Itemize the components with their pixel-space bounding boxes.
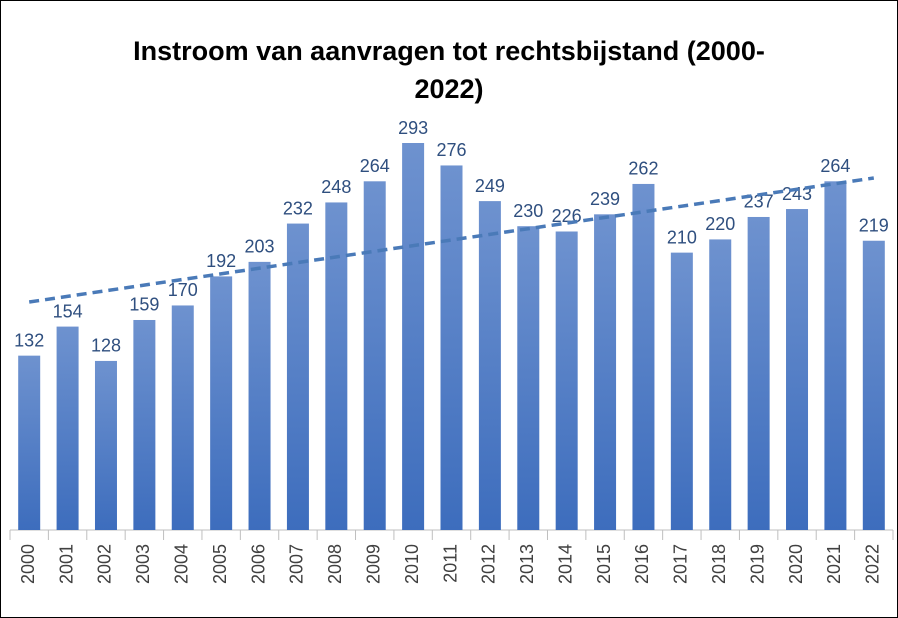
value-label: 128 [91, 336, 121, 356]
x-tick-label: 2006 [248, 544, 268, 584]
x-tick-label: 2011 [440, 544, 460, 583]
bar [632, 183, 655, 531]
bar [171, 305, 194, 530]
value-label: 248 [321, 177, 351, 197]
x-tick-label: 2010 [402, 544, 422, 584]
x-tick-label: 2002 [95, 544, 115, 584]
x-tick-label: 2022 [863, 544, 883, 584]
value-label: 276 [436, 140, 466, 160]
x-tick-label: 2021 [824, 544, 844, 584]
bar [402, 143, 425, 530]
bar [133, 319, 156, 530]
x-tick-label: 2007 [287, 544, 307, 584]
x-tick-label: 2018 [709, 544, 729, 584]
bar [94, 360, 117, 530]
value-label: 203 [245, 237, 275, 257]
value-label: 232 [283, 198, 313, 218]
x-tick-label: 2001 [56, 544, 76, 584]
value-label: 293 [398, 118, 428, 138]
x-tick-label: 2016 [632, 544, 652, 584]
bar [747, 216, 770, 530]
bar [363, 181, 386, 530]
value-label: 192 [206, 251, 236, 271]
x-tick-label: 2013 [517, 544, 537, 584]
value-label: 159 [129, 295, 159, 315]
value-label: 264 [820, 156, 850, 176]
bar [786, 209, 809, 530]
x-tick-label: 2008 [325, 544, 345, 584]
chart-title: Instroom van aanvragen tot rechtsbijstan… [133, 36, 765, 104]
bar [248, 261, 271, 530]
bar [555, 231, 578, 530]
x-tick-label: 2017 [671, 544, 691, 584]
bar [210, 276, 233, 530]
bar [56, 326, 79, 530]
x-tick-label: 2005 [210, 544, 230, 584]
bar [440, 165, 463, 530]
x-tick-label: 2012 [479, 544, 499, 584]
bar [862, 240, 885, 531]
x-tick-label: 2019 [747, 544, 767, 584]
x-tick-label: 2000 [18, 544, 38, 584]
value-label: 239 [590, 189, 620, 209]
bar [478, 201, 501, 531]
bar [824, 181, 847, 530]
bar [670, 252, 693, 530]
bar [18, 355, 41, 530]
value-label: 219 [859, 215, 889, 235]
value-label: 154 [53, 301, 83, 321]
x-tick-label: 2020 [786, 544, 806, 584]
value-label: 262 [628, 159, 658, 179]
x-tick-label: 2004 [172, 544, 192, 584]
value-label: 230 [513, 201, 543, 221]
value-label: 249 [475, 176, 505, 196]
value-label: 132 [14, 330, 44, 350]
x-tick-label: 2015 [594, 544, 614, 584]
value-label: 220 [705, 214, 735, 234]
bar [594, 214, 617, 531]
value-label: 264 [360, 156, 390, 176]
x-tick-label: 2014 [555, 544, 575, 584]
bar [286, 223, 309, 531]
bar [325, 202, 348, 530]
trendline [28, 176, 875, 304]
bar [709, 239, 732, 530]
bar [517, 226, 540, 530]
x-tick-label: 2009 [363, 544, 383, 584]
value-label: 210 [667, 227, 697, 247]
value-label: 170 [168, 280, 198, 300]
x-tick-label: 2003 [133, 544, 153, 584]
